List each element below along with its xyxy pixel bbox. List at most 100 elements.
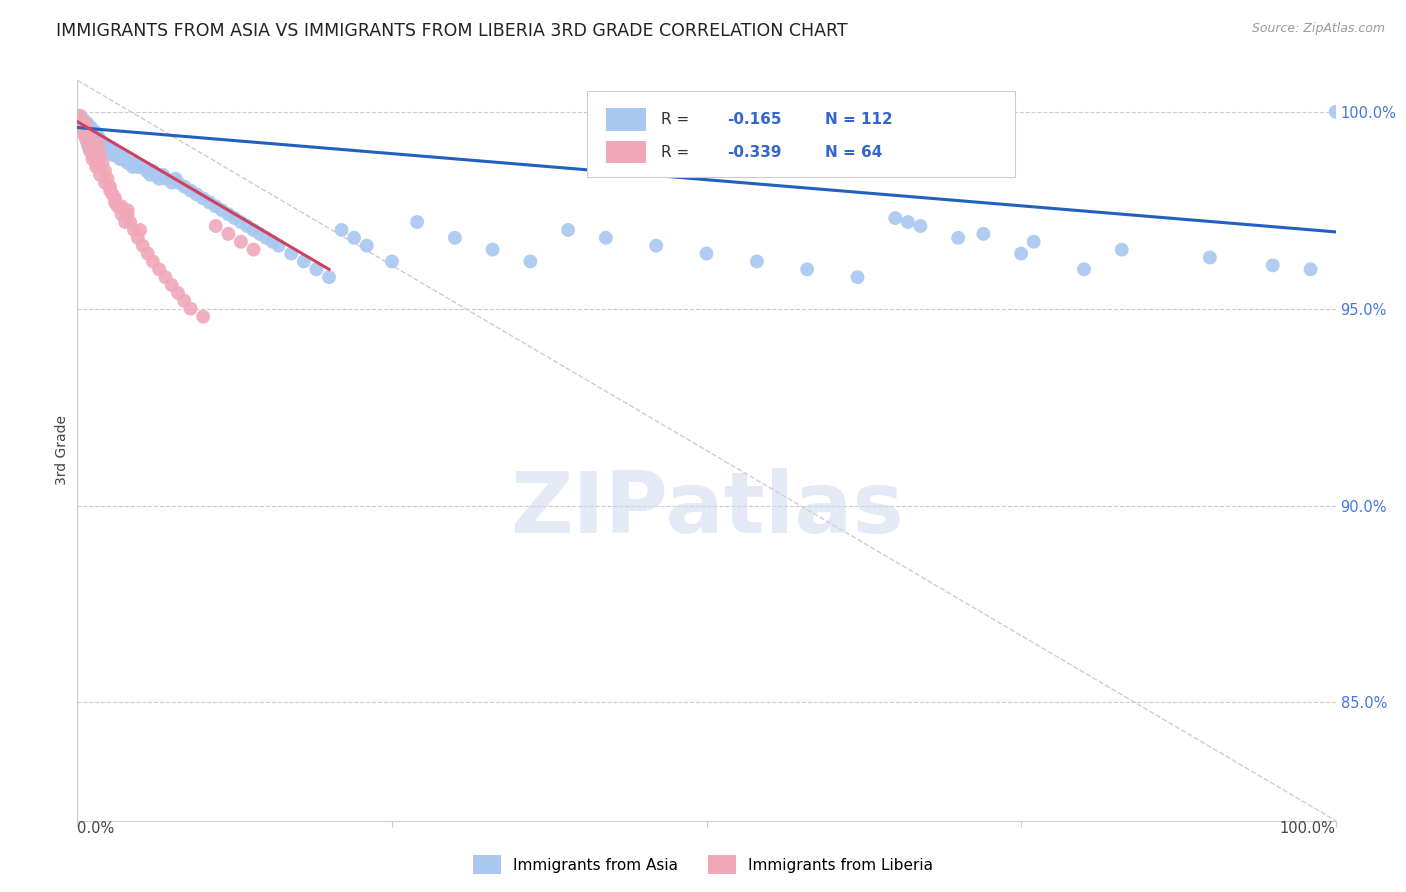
Point	[1299, 262, 1322, 277]
Point	[69, 109, 91, 123]
Point	[356, 238, 378, 252]
Point	[897, 215, 920, 229]
Point	[89, 132, 111, 146]
Point	[84, 132, 107, 146]
Point	[198, 195, 221, 210]
Point	[1199, 251, 1222, 265]
Point	[104, 191, 127, 205]
Point	[82, 144, 104, 158]
Point	[142, 254, 165, 268]
Point	[79, 136, 101, 151]
Point	[72, 117, 94, 131]
Point	[645, 238, 668, 252]
Point	[86, 132, 108, 146]
Point	[77, 140, 100, 154]
Point	[82, 124, 104, 138]
Text: R =: R =	[661, 145, 695, 160]
Point	[101, 148, 124, 162]
Point	[191, 310, 215, 324]
Point	[84, 132, 107, 146]
Point	[86, 136, 108, 151]
Point	[110, 207, 132, 221]
Text: 100.0%: 100.0%	[1279, 821, 1336, 836]
Point	[80, 120, 103, 135]
Point	[69, 112, 91, 127]
Point	[139, 168, 162, 182]
Point	[129, 223, 152, 237]
Point	[280, 246, 302, 260]
Point	[110, 199, 132, 213]
Point	[745, 254, 768, 268]
Point	[173, 293, 195, 308]
Point	[75, 117, 97, 131]
Point	[254, 231, 277, 245]
Point	[117, 156, 139, 170]
Point	[229, 215, 252, 229]
Point	[97, 144, 120, 158]
Text: N = 64: N = 64	[825, 145, 882, 160]
Point	[167, 176, 190, 190]
Point	[79, 120, 101, 135]
Point	[330, 223, 353, 237]
Point	[98, 184, 121, 198]
Point	[117, 207, 139, 221]
Point	[91, 136, 114, 151]
Point	[884, 211, 907, 226]
Point	[136, 246, 159, 260]
Point	[107, 199, 129, 213]
Point	[127, 160, 149, 174]
Text: IMMIGRANTS FROM ASIA VS IMMIGRANTS FROM LIBERIA 3RD GRADE CORRELATION CHART: IMMIGRANTS FROM ASIA VS IMMIGRANTS FROM …	[56, 22, 848, 40]
Point	[180, 301, 202, 316]
Point	[796, 262, 818, 277]
Point	[79, 144, 101, 158]
Point	[1111, 243, 1133, 257]
Point	[132, 238, 155, 252]
Point	[83, 128, 105, 143]
Point	[91, 156, 114, 170]
Point	[557, 223, 579, 237]
Point	[72, 117, 94, 131]
Point	[242, 243, 264, 257]
Point	[186, 187, 208, 202]
Point	[121, 160, 143, 174]
Point	[76, 136, 98, 151]
Point	[84, 128, 107, 143]
Point	[1261, 259, 1284, 273]
Point	[87, 136, 110, 151]
FancyBboxPatch shape	[606, 109, 647, 130]
Y-axis label: 3rd Grade: 3rd Grade	[55, 416, 69, 485]
Point	[229, 235, 252, 249]
Point	[122, 223, 145, 237]
Point	[152, 168, 174, 182]
Point	[70, 112, 93, 127]
Point	[1073, 262, 1095, 277]
Point	[262, 235, 284, 249]
Point	[72, 117, 94, 131]
Point	[94, 140, 117, 154]
Point	[211, 203, 233, 218]
Point	[242, 223, 264, 237]
Point	[267, 238, 290, 252]
Text: N = 112: N = 112	[825, 112, 893, 127]
Point	[83, 124, 105, 138]
Point	[135, 164, 157, 178]
Point	[105, 148, 128, 162]
Point	[75, 120, 97, 135]
Point	[89, 168, 111, 182]
Point	[972, 227, 994, 241]
Point	[100, 144, 122, 158]
Point	[80, 124, 103, 138]
Point	[80, 140, 103, 154]
Point	[84, 124, 107, 138]
Point	[70, 117, 93, 131]
Point	[249, 227, 271, 241]
Text: ZIPatlas: ZIPatlas	[509, 468, 904, 551]
Point	[93, 136, 115, 151]
Point	[108, 152, 131, 166]
Point	[120, 215, 142, 229]
Point	[165, 171, 187, 186]
Text: -0.165: -0.165	[727, 112, 782, 127]
Point	[236, 219, 259, 233]
Point	[82, 152, 104, 166]
Point	[143, 168, 166, 182]
